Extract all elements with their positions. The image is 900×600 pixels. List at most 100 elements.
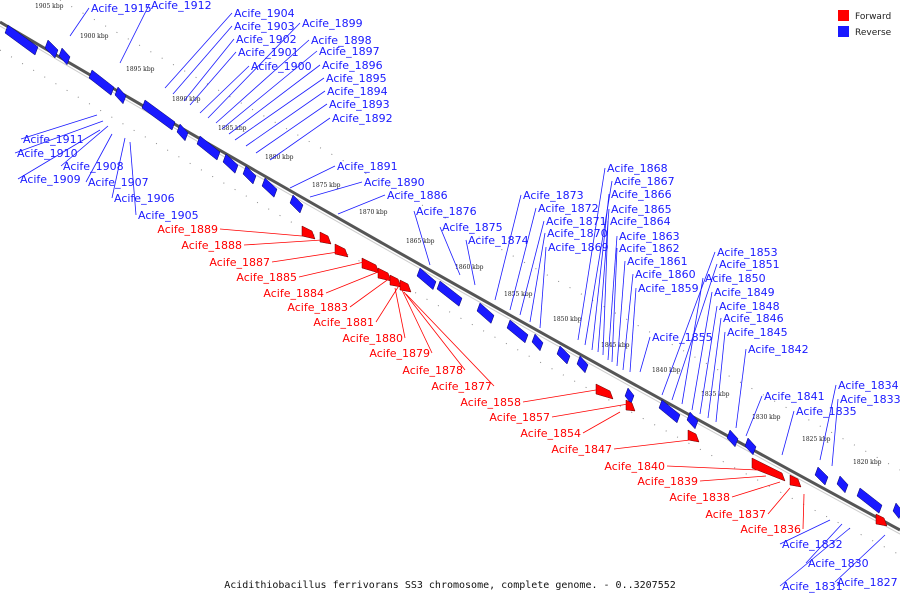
forward-gene-label[interactable]: Acife_1857 <box>489 411 550 424</box>
forward-gene-label[interactable]: Acife_1836 <box>740 523 801 536</box>
reverse-gene-label[interactable]: Acife_1891 <box>337 160 398 173</box>
reverse-gene-label[interactable]: Acife_1872 <box>538 202 599 215</box>
reverse-gene-label[interactable]: Acife_1859 <box>638 282 699 295</box>
reverse-gene-label[interactable]: Acife_1875 <box>442 221 503 234</box>
reverse-gene-label[interactable]: Acife_1850 <box>705 272 766 285</box>
forward-gene-label[interactable]: Acife_1880 <box>342 332 403 345</box>
reverse-gene-label[interactable]: Acife_1827 <box>837 576 898 589</box>
forward-gene-label[interactable]: Acife_1854 <box>520 427 581 440</box>
reverse-gene-label[interactable]: Acife_1908 <box>63 160 124 173</box>
reverse-gene-label[interactable]: Acife_1903 <box>234 20 295 33</box>
forward-gene-label[interactable]: Acife_1840 <box>604 460 665 473</box>
reverse-gene-label[interactable]: Acife_1845 <box>727 326 788 339</box>
forward-gene-glyph[interactable] <box>875 513 888 527</box>
forward-gene-label[interactable]: Acife_1878 <box>402 364 463 377</box>
reverse-gene-glyph[interactable] <box>658 399 681 424</box>
reverse-gene-glyph[interactable] <box>744 437 757 456</box>
reverse-gene-label[interactable]: Acife_1892 <box>332 112 393 125</box>
forward-gene-glyph[interactable] <box>361 257 380 274</box>
forward-gene-label[interactable]: Acife_1888 <box>181 239 242 252</box>
reverse-gene-label[interactable]: Acife_1867 <box>614 175 675 188</box>
reverse-gene-label[interactable]: Acife_1831 <box>782 580 843 593</box>
reverse-gene-label[interactable]: Acife_1895 <box>326 72 387 85</box>
reverse-gene-glyph[interactable] <box>196 135 221 161</box>
forward-gene-glyph[interactable] <box>399 279 412 293</box>
reverse-gene-label[interactable]: Acife_1899 <box>302 17 363 30</box>
forward-gene-label[interactable]: Acife_1858 <box>460 396 521 409</box>
reverse-gene-label[interactable]: Acife_1861 <box>627 255 688 268</box>
reverse-gene-label[interactable]: Acife_1841 <box>764 390 825 403</box>
forward-gene-label[interactable]: Acife_1889 <box>157 223 218 236</box>
reverse-gene-glyph[interactable] <box>686 411 699 430</box>
reverse-gene-glyph[interactable] <box>506 319 529 344</box>
reverse-gene-label[interactable]: Acife_1900 <box>251 60 312 73</box>
reverse-gene-glyph[interactable] <box>531 333 544 352</box>
reverse-gene-label[interactable]: Acife_1904 <box>234 7 295 20</box>
forward-gene-label[interactable]: Acife_1879 <box>369 347 430 360</box>
forward-gene-label[interactable]: Acife_1838 <box>669 491 730 504</box>
reverse-gene-glyph[interactable] <box>261 177 278 198</box>
forward-gene-label[interactable]: Acife_1883 <box>287 301 348 314</box>
reverse-gene-glyph[interactable] <box>416 267 437 291</box>
reverse-gene-glyph[interactable] <box>242 165 257 185</box>
forward-gene-glyph[interactable] <box>334 243 349 258</box>
reverse-gene-label[interactable]: Acife_1874 <box>468 234 529 247</box>
reverse-gene-label[interactable]: Acife_1855 <box>652 331 713 344</box>
reverse-gene-glyph[interactable] <box>58 47 71 66</box>
reverse-gene-label[interactable]: Acife_1842 <box>748 343 809 356</box>
forward-gene-label[interactable]: Acife_1877 <box>431 380 492 393</box>
reverse-gene-label[interactable]: Acife_1894 <box>327 85 388 98</box>
reverse-gene-label[interactable]: Acife_1871 <box>546 215 607 228</box>
forward-gene-glyph[interactable] <box>687 429 700 443</box>
reverse-gene-label[interactable]: Acife_1860 <box>635 268 696 281</box>
reverse-gene-label[interactable]: Acife_1866 <box>611 188 672 201</box>
reverse-gene-glyph[interactable] <box>289 194 304 214</box>
reverse-gene-glyph[interactable] <box>836 475 849 494</box>
forward-gene-label[interactable]: Acife_1837 <box>705 508 766 521</box>
reverse-gene-label[interactable]: Acife_1912 <box>151 0 212 12</box>
forward-gene-glyph[interactable] <box>751 457 786 482</box>
reverse-gene-label[interactable]: Acife_1905 <box>138 209 199 222</box>
reverse-gene-label[interactable]: Acife_1832 <box>782 538 843 551</box>
forward-gene-label[interactable]: Acife_1885 <box>236 271 297 284</box>
reverse-gene-label[interactable]: Acife_1893 <box>329 98 390 111</box>
reverse-gene-label[interactable]: Acife_1869 <box>548 241 609 254</box>
forward-gene-glyph[interactable] <box>319 231 332 245</box>
reverse-gene-glyph[interactable] <box>814 466 829 486</box>
reverse-gene-label[interactable]: Acife_1868 <box>607 162 668 175</box>
reverse-gene-label[interactable]: Acife_1849 <box>714 286 775 299</box>
reverse-gene-glyph[interactable] <box>114 86 127 105</box>
reverse-gene-label[interactable]: Acife_1886 <box>387 189 448 202</box>
reverse-gene-glyph[interactable] <box>222 153 239 174</box>
reverse-gene-label[interactable]: Acife_1897 <box>319 45 380 58</box>
reverse-gene-label[interactable]: Acife_1896 <box>322 59 383 72</box>
reverse-gene-label[interactable]: Acife_1864 <box>610 215 671 228</box>
forward-gene-label[interactable]: Acife_1839 <box>637 475 698 488</box>
reverse-gene-glyph[interactable] <box>44 39 59 59</box>
reverse-gene-label[interactable]: Acife_1833 <box>840 393 900 406</box>
forward-gene-glyph[interactable] <box>625 399 636 412</box>
reverse-gene-label[interactable]: Acife_1907 <box>88 176 149 189</box>
reverse-gene-label[interactable]: Acife_1915 <box>91 2 152 15</box>
reverse-gene-label[interactable]: Acife_1846 <box>723 312 784 325</box>
reverse-gene-label[interactable]: Acife_1865 <box>611 203 672 216</box>
reverse-gene-label[interactable]: Acife_1873 <box>523 189 584 202</box>
reverse-gene-label[interactable]: Acife_1876 <box>416 205 477 218</box>
reverse-gene-label[interactable]: Acife_1853 <box>717 246 778 259</box>
reverse-gene-glyph[interactable] <box>476 302 495 324</box>
reverse-gene-label[interactable]: Acife_1906 <box>114 192 175 205</box>
reverse-gene-label[interactable]: Acife_1830 <box>808 557 869 570</box>
forward-gene-label[interactable]: Acife_1847 <box>551 443 612 456</box>
reverse-gene-label[interactable]: Acife_1901 <box>238 46 299 59</box>
reverse-gene-label[interactable]: Acife_1870 <box>547 227 608 240</box>
reverse-gene-label[interactable]: Acife_1863 <box>619 230 680 243</box>
reverse-gene-label[interactable]: Acife_1835 <box>796 405 857 418</box>
reverse-gene-glyph[interactable] <box>141 99 176 131</box>
forward-gene-label[interactable]: Acife_1887 <box>209 256 270 269</box>
reverse-gene-label[interactable]: Acife_1910 <box>17 147 78 160</box>
reverse-gene-glyph[interactable] <box>176 123 189 142</box>
reverse-gene-glyph[interactable] <box>856 487 883 514</box>
reverse-gene-glyph[interactable] <box>556 345 571 365</box>
reverse-gene-glyph[interactable] <box>4 24 39 56</box>
reverse-gene-label[interactable]: Acife_1851 <box>719 258 780 271</box>
